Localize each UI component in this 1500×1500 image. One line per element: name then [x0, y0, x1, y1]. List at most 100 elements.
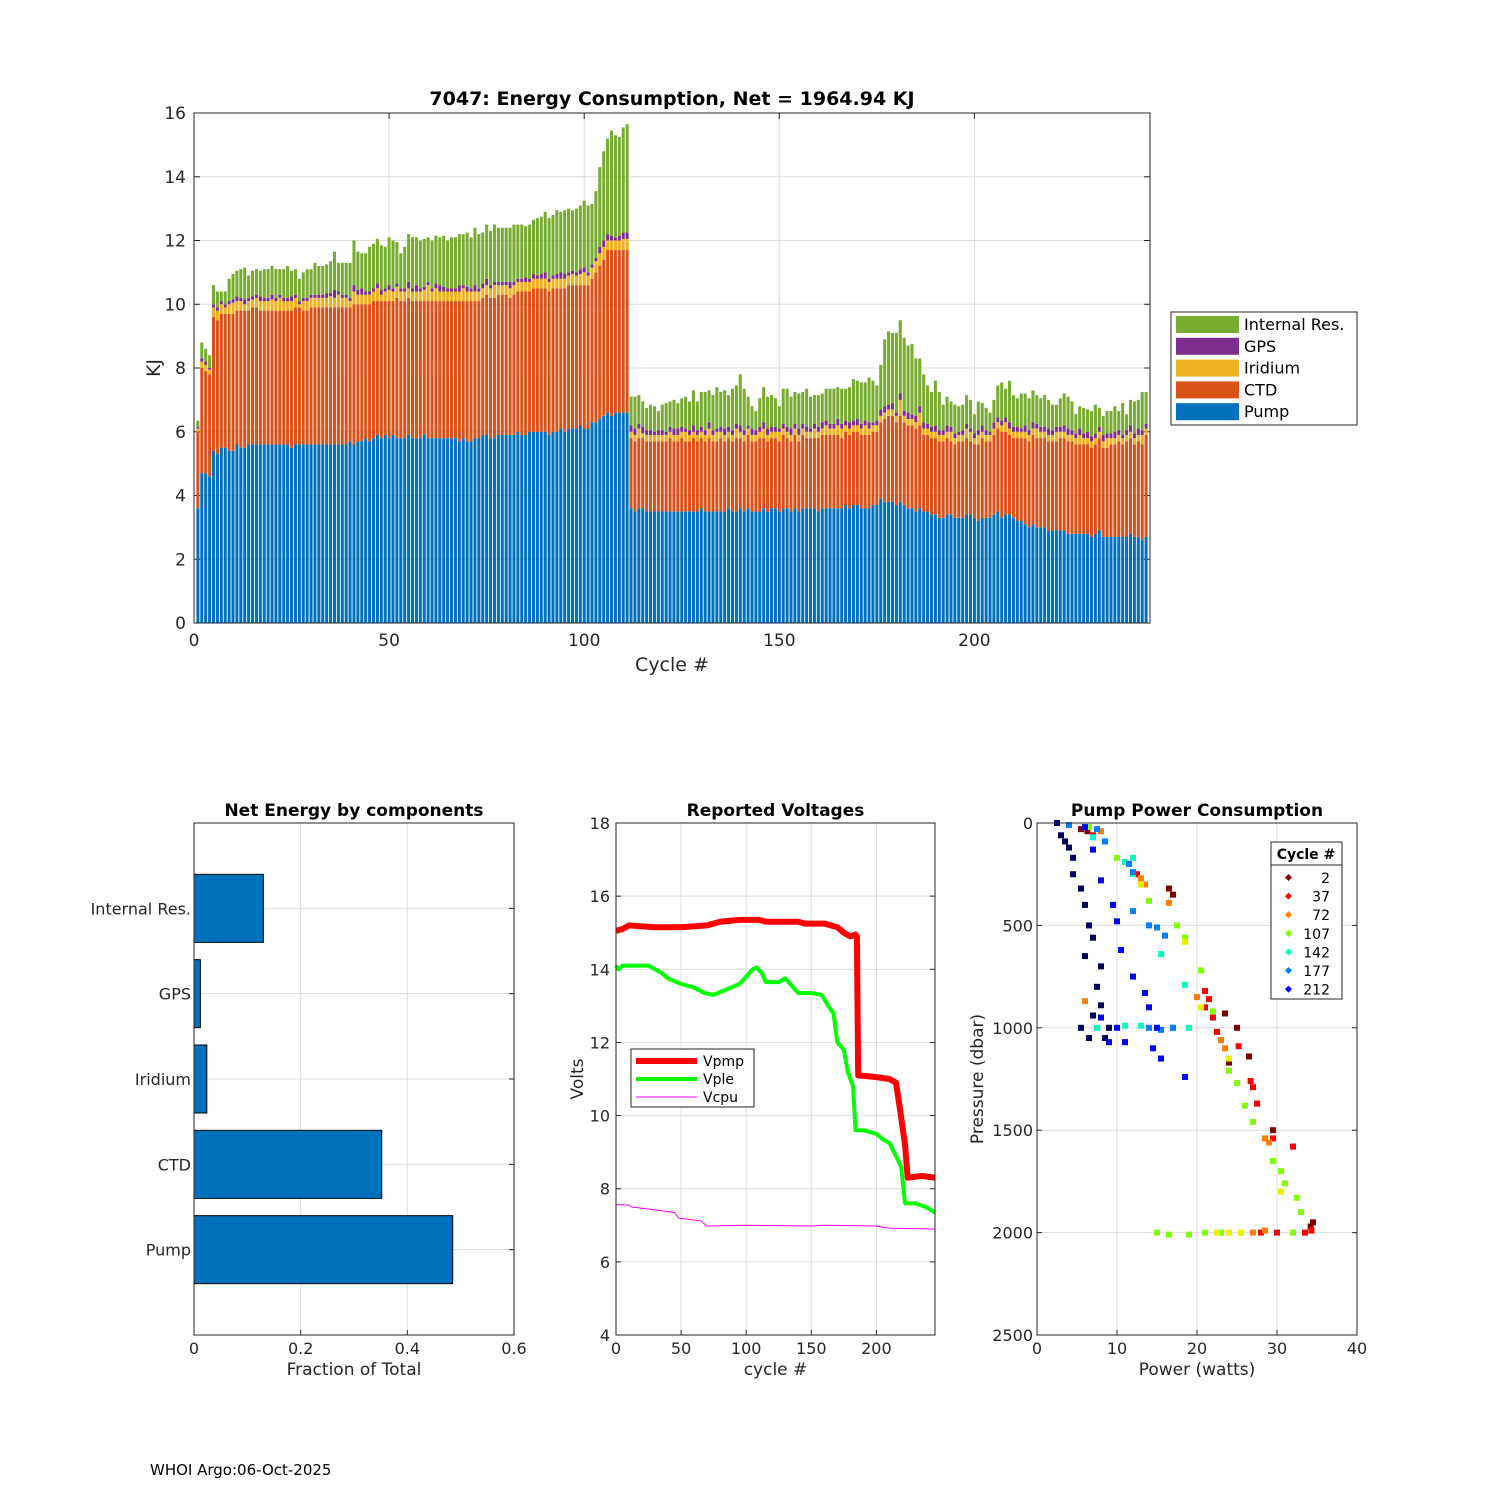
bar-ctd [473, 301, 477, 439]
axes-box [193, 112, 1151, 624]
bar-pump [418, 438, 422, 623]
bar-pump [598, 419, 602, 623]
bar-internal-res [344, 262, 348, 295]
bar-pump [430, 438, 434, 623]
bar-pump [200, 473, 204, 623]
scatter-point [1158, 951, 1164, 958]
scatter-point [1070, 854, 1076, 861]
bar-gps [840, 423, 844, 429]
scatter-point [1226, 1229, 1232, 1236]
bar-ctd [910, 425, 914, 509]
bar-ctd [773, 438, 777, 509]
scatter-point [1278, 1168, 1284, 1175]
x-axis-label: Fraction of Total [287, 1360, 422, 1380]
legend-label: 177 [1303, 964, 1330, 980]
bar-iridium [1109, 438, 1113, 445]
bar-iridium [1140, 434, 1144, 445]
bar-iridium [844, 425, 848, 432]
bar-iridium [906, 419, 910, 426]
bar-internal-res [1093, 404, 1097, 434]
bar-iridium [645, 434, 649, 442]
bar-internal-res [1023, 393, 1027, 426]
bar-gps [461, 285, 465, 289]
bar-pump [789, 511, 793, 623]
bar-iridium [625, 238, 629, 251]
bar-gps [781, 423, 785, 429]
bar-gps [559, 272, 563, 279]
bar-ctd [617, 250, 621, 413]
bar-iridium [828, 428, 832, 435]
bar-ctd [820, 434, 824, 509]
bar-ctd [613, 250, 617, 413]
bar-pump [457, 441, 461, 623]
bar-ctd [485, 294, 489, 435]
bar-internal-res [863, 382, 867, 421]
axes-box [1036, 822, 1358, 1336]
bar-pump [325, 444, 329, 623]
bar-pump [719, 511, 723, 623]
bar-ctd [1078, 444, 1082, 534]
bar-internal-res [937, 391, 941, 431]
bar-internal-res [805, 388, 809, 427]
bar-iridium [305, 301, 309, 311]
bar-ctd [321, 307, 325, 445]
footer-date: WHOI Argo:06-Oct-2025 [150, 1461, 332, 1479]
bar-iridium [680, 431, 684, 439]
bar-internal-res [282, 269, 286, 298]
bar-iridium [929, 431, 934, 439]
bar-ctd [890, 415, 894, 502]
bar-internal-res [625, 124, 629, 233]
bar-internal-res [399, 253, 403, 289]
bar-pump [270, 444, 274, 623]
bar-internal-res [531, 219, 535, 274]
bar-gps [801, 423, 805, 429]
bar-iridium [317, 297, 321, 308]
bar-internal-res [317, 266, 321, 295]
bar-iridium [1125, 434, 1129, 442]
bar-internal-res [738, 374, 742, 426]
bar-ctd [602, 259, 606, 416]
scatter-point [1274, 1229, 1280, 1236]
bar-internal-res [1136, 399, 1140, 429]
bar-gps [980, 425, 984, 432]
x-tick-label: 0.2 [288, 1339, 313, 1358]
bar-gps [766, 428, 770, 435]
bar-iridium [1089, 441, 1093, 448]
bar-gps [193, 959, 201, 1029]
bar-pump [371, 438, 376, 623]
bar-gps [898, 393, 902, 400]
bar-internal-res [262, 269, 266, 298]
bar-gps [301, 297, 305, 302]
bar-internal-res [933, 380, 937, 426]
bar-pump [247, 444, 251, 623]
bar-internal-res [871, 380, 875, 423]
bar-pump [266, 444, 270, 623]
bar-internal-res [418, 240, 422, 289]
bar-internal-res [649, 404, 653, 431]
bar-gps [500, 281, 504, 286]
scatter-point [1170, 1024, 1176, 1031]
bar-internal-res [442, 235, 446, 287]
bar-internal-res [387, 237, 391, 286]
scatter-point [1290, 1229, 1296, 1236]
bar-gps [344, 294, 348, 298]
scatter-point [1138, 875, 1144, 882]
bar-internal-res [594, 191, 598, 259]
bar-pump [1027, 527, 1031, 623]
x-tick-label: 0.4 [395, 1339, 420, 1358]
bar-pump [680, 511, 684, 623]
bar-internal-res [1089, 411, 1093, 437]
bar-gps [1047, 428, 1051, 435]
bar-internal-res [465, 232, 469, 287]
bar-gps [703, 430, 707, 435]
x-tick-label: 200 [861, 1339, 892, 1358]
bar-gps [512, 281, 516, 286]
bar-pump [551, 431, 555, 623]
bar-internal-res [235, 270, 239, 297]
scatter-point [1146, 1024, 1152, 1031]
bar-pump [781, 508, 785, 623]
scatter-point [1247, 1078, 1254, 1085]
x-axis-label: Cycle # [635, 654, 709, 676]
bar-internal-res [1074, 414, 1078, 434]
bar-pump [305, 444, 309, 623]
